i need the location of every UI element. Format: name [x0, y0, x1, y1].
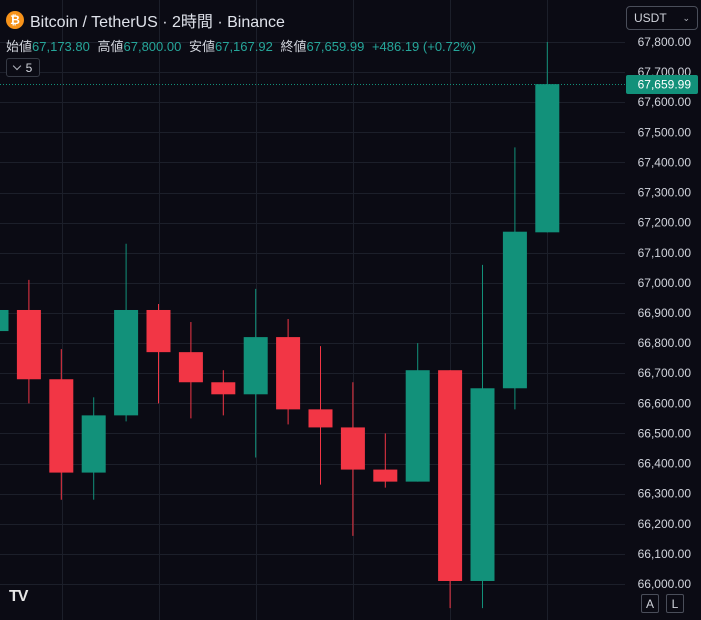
price-axis-tick-label: 66,400.00	[638, 457, 692, 471]
candle-body	[340, 427, 365, 470]
candle-body	[81, 415, 106, 473]
price-axis-tick-label: 66,500.00	[638, 426, 692, 440]
price-axis-tick-label: 66,000.00	[638, 577, 692, 591]
candle-body	[308, 409, 333, 428]
candle-down[interactable]	[438, 370, 463, 609]
ohlc-legend: 始値67,173.80 高値67,800.00 安値67,167.92 終値67…	[6, 36, 480, 55]
log-scale-button[interactable]: L	[666, 594, 684, 613]
close-label: 終値	[280, 39, 307, 54]
candle-down[interactable]	[146, 303, 171, 404]
chevron-down-icon: ⌄	[682, 12, 690, 23]
price-axis-tick-label: 67,000.00	[638, 276, 692, 290]
price-axis-tick-label: 67,500.00	[638, 125, 692, 139]
candle-down[interactable]	[308, 346, 333, 485]
high-value: 67,800.00	[123, 39, 182, 54]
candle-up[interactable]	[535, 42, 560, 233]
currency-select-value: USDT	[634, 11, 667, 25]
candle-up[interactable]	[405, 343, 430, 482]
close-value: 67,659.99	[306, 39, 365, 54]
currency-select[interactable]: USDT ⌄	[626, 6, 698, 30]
price-axis-tick-label: 66,200.00	[638, 517, 692, 531]
auto-scale-button[interactable]: A	[641, 594, 659, 613]
last-price-badge	[626, 75, 698, 94]
candle-body	[114, 309, 139, 416]
candle-body	[211, 382, 236, 395]
candle-body	[405, 370, 430, 482]
candle-down[interactable]	[178, 322, 203, 419]
candle-down[interactable]	[49, 349, 74, 500]
candle-body	[16, 309, 41, 380]
price-axis-tick-label: 66,600.00	[638, 396, 692, 410]
open-value: 67,173.80	[32, 39, 90, 54]
low-label: 安値	[188, 39, 215, 54]
price-axis-tick-label: 66,300.00	[638, 487, 692, 501]
price-axis-tick-label: 67,300.00	[638, 186, 692, 200]
price-axis-tick-label: 67,200.00	[638, 216, 692, 230]
price-axis-tick-label: 67,400.00	[638, 155, 692, 169]
change-value: +486.19 (+0.72%)	[371, 39, 477, 54]
open-label: 始値	[6, 39, 33, 54]
indicator-count: 5	[25, 60, 33, 75]
candle-up[interactable]	[243, 288, 268, 458]
symbol-title[interactable]: Bitcoin / TetherUS · 2時間 · Binance	[30, 14, 285, 31]
bitcoin-icon: ₿	[6, 11, 24, 29]
candle-body	[470, 388, 495, 581]
price-axis-tick-label: 66,900.00	[638, 306, 692, 320]
candle-body	[373, 469, 398, 482]
candle-body	[243, 337, 268, 395]
candle-up[interactable]	[470, 264, 495, 609]
price-axis-tick-label: 66,100.00	[638, 547, 692, 561]
candle-body	[146, 309, 171, 353]
last-price-label: 67,659.99	[638, 78, 692, 92]
candle-down[interactable]	[211, 370, 236, 416]
price-axis-tick-label: 67,600.00	[638, 95, 692, 109]
high-label: 高値	[97, 39, 124, 54]
candle-body	[276, 337, 301, 410]
price-axis-tick-label: 66,800.00	[638, 336, 692, 350]
candle-body	[49, 379, 74, 473]
candle-body	[438, 370, 463, 581]
candle-up[interactable]	[0, 309, 9, 332]
candle-up[interactable]	[114, 243, 139, 422]
chart-header: ₿ Bitcoin / TetherUS · 2時間 · Binance	[6, 8, 285, 32]
price-axis-tick-label: 66,700.00	[638, 366, 692, 380]
low-value: 67,167.92	[214, 39, 273, 54]
candle-down[interactable]	[276, 319, 301, 425]
candle-down[interactable]	[373, 433, 398, 488]
candle-down[interactable]	[16, 279, 41, 404]
candle-up[interactable]	[81, 397, 106, 500]
candle-down[interactable]	[340, 382, 365, 536]
candle-body	[502, 231, 527, 389]
candle-body	[178, 352, 203, 383]
candle-up[interactable]	[502, 147, 527, 410]
chevron-down-icon	[12, 61, 21, 71]
candle-body	[0, 309, 9, 332]
price-axis-tick-label: 67,100.00	[638, 246, 692, 260]
tradingview-logo: TV	[9, 588, 28, 605]
candle-body	[535, 84, 560, 233]
indicator-toggle-button[interactable]: 5	[6, 58, 40, 77]
price-axis-tick-label: 67,800.00	[638, 35, 692, 49]
